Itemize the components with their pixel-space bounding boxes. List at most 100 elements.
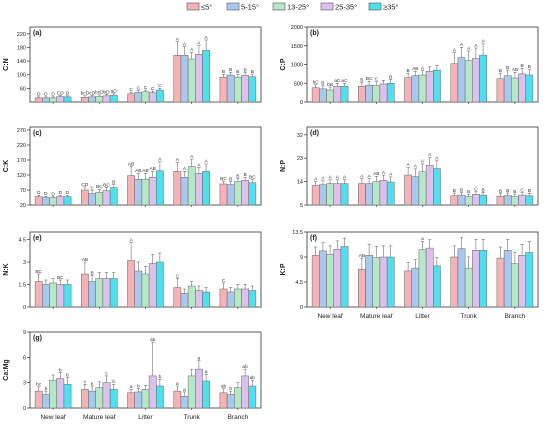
x-tick-label: Litter: [415, 313, 430, 320]
x-tick-label: Branch: [505, 313, 526, 320]
y-tick-label: 32: [297, 133, 303, 139]
bar: [173, 390, 182, 409]
bar: [464, 267, 473, 308]
bar: [88, 281, 96, 308]
significance-letter: A: [190, 47, 194, 53]
significance-letter: bC: [313, 80, 320, 86]
legend: ≤5° 5-15° 13-25° 25-35° ≥35°: [186, 2, 398, 12]
bar: [202, 171, 210, 206]
significance-letter: B: [499, 68, 502, 74]
significance-letter: A: [474, 43, 478, 49]
legend-label: ≤5°: [201, 3, 212, 12]
legend-swatch: [368, 2, 382, 11]
bar: [372, 181, 381, 206]
bar: [56, 378, 65, 409]
bar: [411, 75, 420, 103]
significance-letter: A: [176, 157, 180, 163]
bar: [418, 249, 427, 308]
bar: [141, 389, 150, 409]
bar: [379, 256, 388, 308]
bar: [496, 195, 505, 206]
significance-letter: A: [467, 46, 471, 52]
bar: [503, 250, 512, 308]
significance-letter: A: [176, 36, 180, 42]
significance-letter: C: [375, 77, 379, 83]
y-tick-label: 6: [23, 355, 26, 361]
significance-letter: A: [314, 176, 318, 182]
bar: [141, 273, 150, 308]
chart-panel: (f) K:P 0 4.5 9 13.5 New leaf AB Mature leaf a Lit…: [280, 230, 539, 320]
bar: [187, 375, 196, 409]
bar: [219, 76, 228, 103]
significance-letter: B: [236, 69, 239, 75]
y-axis-label: Ca:Mg: [3, 359, 10, 380]
significance-letter: bB: [327, 82, 333, 88]
significance-letter: B: [481, 187, 484, 193]
significance-letter: D: [51, 191, 55, 197]
significance-letter: B: [506, 188, 509, 194]
significance-letter: cD: [89, 90, 95, 96]
bar: [358, 268, 366, 308]
bar: [464, 196, 473, 206]
significance-letter: B: [251, 69, 254, 75]
significance-letter: ab: [250, 375, 256, 381]
bar: [173, 55, 182, 103]
bar: [457, 194, 466, 206]
bar: [156, 385, 164, 409]
bar: [433, 69, 441, 103]
bar: [127, 175, 135, 206]
bar: [202, 49, 210, 103]
bar: [81, 189, 89, 206]
bar: [88, 193, 96, 206]
bar: [234, 387, 242, 409]
significance-letter: D: [66, 190, 70, 196]
significance-letter: B: [229, 176, 232, 182]
bar: [187, 58, 196, 103]
bar: [148, 92, 157, 103]
significance-letter: ab: [242, 364, 248, 370]
significance-letter: A: [428, 152, 432, 158]
significance-letter: D: [44, 191, 48, 197]
bar: [134, 92, 143, 103]
significance-letter: AB: [82, 257, 88, 263]
legend-swatch: [320, 2, 334, 11]
bar: [418, 74, 427, 103]
significance-letter: C: [144, 85, 148, 91]
significance-letter: B: [520, 63, 523, 69]
significance-letter: CD: [81, 182, 88, 188]
significance-letter: B: [467, 189, 470, 195]
significance-letter: B: [112, 179, 115, 185]
bar: [241, 288, 249, 308]
bar: [511, 196, 519, 206]
bar: [333, 86, 342, 103]
bar: [433, 265, 441, 308]
chart-panel: (e) N:K 0 1.5 3 4.5 BC BC AB B A C C: [3, 231, 262, 311]
significance-letter: C: [176, 273, 180, 279]
bar: [450, 195, 459, 206]
significance-letter: A: [421, 65, 425, 71]
bar: [109, 278, 118, 308]
significance-letter: B: [229, 67, 232, 73]
bar: [333, 248, 342, 308]
bar: [63, 196, 72, 206]
bar: [49, 197, 57, 206]
bar: [365, 255, 373, 308]
bar: [56, 284, 65, 308]
x-tick-label: Litter: [138, 414, 153, 421]
significance-letter: A: [197, 41, 201, 47]
bar: [479, 54, 487, 103]
bar: [503, 195, 512, 206]
y-axis-label: K:P: [280, 263, 287, 275]
bar: [404, 77, 412, 103]
bar: [386, 83, 395, 103]
bar: [219, 288, 228, 308]
bar: [457, 57, 466, 103]
significance-letter: AB: [128, 161, 134, 167]
bar: [425, 71, 434, 103]
significance-letter: bc: [36, 382, 42, 388]
y-tick-label: 5: [300, 203, 303, 209]
